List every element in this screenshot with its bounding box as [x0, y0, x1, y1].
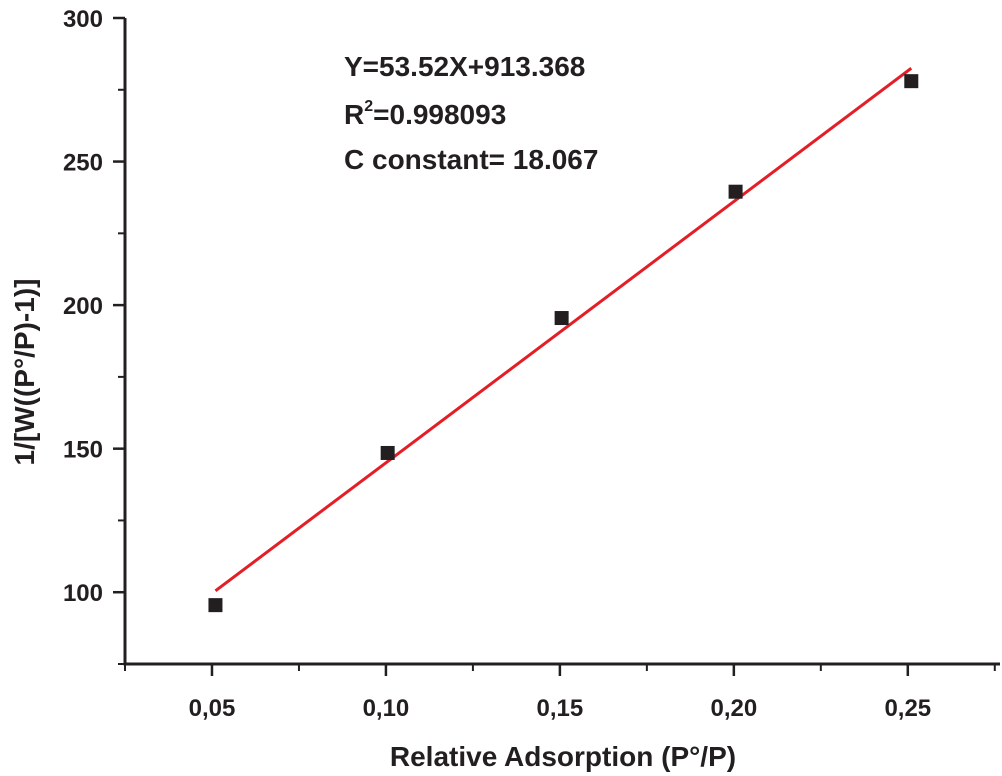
x-tick-label: 0,20 — [710, 695, 757, 722]
y-tick-label: 150 — [63, 437, 103, 464]
fit-line-group — [214, 67, 913, 592]
y-tick-label: 200 — [63, 293, 103, 320]
data-point — [554, 311, 569, 326]
x-axis-ticks: 0,05 0,10 0,15 0,20 0,25 — [124, 664, 996, 722]
annotation-box: Y=53.52X+913.368 R2=0.998093 C constant=… — [344, 51, 598, 175]
y-tick-label: 300 — [63, 6, 103, 33]
data-point — [208, 598, 223, 613]
x-tick-label: 0,15 — [537, 695, 584, 722]
c-constant-label: C constant= 18.067 — [344, 144, 598, 175]
plot-axes — [123, 18, 1000, 666]
x-tick-label: 0,10 — [363, 695, 410, 722]
x-axis-title: Relative Adsorption (P°/P) — [390, 741, 736, 772]
equation-label: Y=53.52X+913.368 — [344, 51, 585, 82]
r-squared-prefix: R — [344, 99, 364, 130]
y-axis-ticks: 100 150 200 250 300 — [63, 6, 125, 665]
y-tick-label: 100 — [63, 580, 103, 607]
data-points — [208, 74, 919, 613]
y-tick-label: 250 — [63, 150, 103, 177]
data-point — [380, 445, 395, 460]
r-squared-label: R2=0.998093 — [344, 98, 506, 130]
x-tick-label: 0,05 — [189, 695, 236, 722]
r-squared-exponent: 2 — [364, 98, 373, 115]
data-point — [904, 74, 919, 89]
y-axis-title: 1/[W((P°/P)-1)] — [9, 279, 40, 466]
fit-line — [214, 67, 913, 592]
x-tick-label: 0,25 — [884, 695, 931, 722]
data-point — [728, 184, 743, 199]
r-squared-value: =0.998093 — [373, 99, 506, 130]
